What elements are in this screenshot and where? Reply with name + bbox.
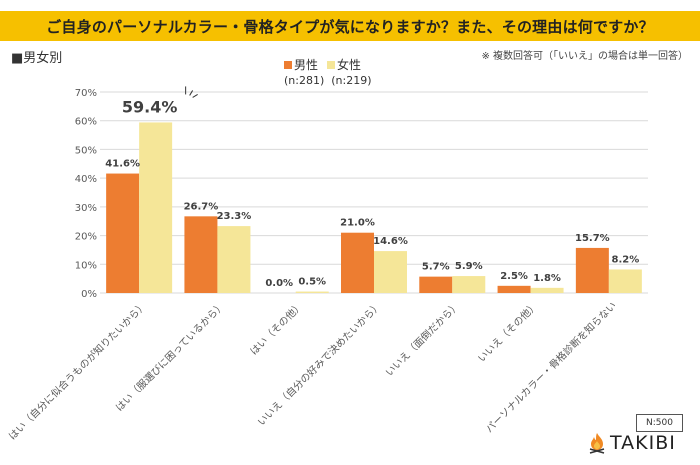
y-tick-label: 40%	[75, 174, 97, 185]
data-label: 41.6%	[105, 159, 140, 170]
x-category-label: いいえ（面倒だから）	[383, 300, 462, 379]
y-tick-label: 10%	[75, 260, 97, 271]
legend: 男性 女性 (n:281) (n:219)	[284, 56, 372, 87]
x-category-label: はい（自分に似合うものが知りたいから）	[6, 299, 150, 443]
bar-male	[184, 216, 218, 293]
data-label: 1.8%	[533, 273, 561, 284]
emphasis-mark	[192, 94, 198, 98]
bar-male	[575, 247, 609, 293]
legend-swatch-female	[327, 60, 336, 69]
y-tick-label: 70%	[75, 88, 97, 99]
y-tick-label: 20%	[75, 232, 97, 243]
legend-n-female: (n:219)	[331, 74, 372, 87]
x-category-label: いいえ（自分の好みで決めたいから）	[255, 299, 384, 428]
bar-female	[530, 287, 564, 293]
legend-label-female: 女性	[337, 58, 362, 72]
data-label: 5.7%	[422, 262, 450, 273]
bar-female	[139, 122, 173, 294]
chart-title: ご自身のパーソナルカラー・骨格タイプが気になりますか？また、その理由は何ですか？	[46, 17, 654, 36]
takibi-logo: TAKIBI	[587, 432, 676, 454]
bar-female	[452, 276, 486, 293]
legend-label-male: 男性	[294, 58, 319, 72]
bar-male	[497, 285, 531, 293]
x-category-label: いいえ（その他）	[475, 299, 541, 365]
y-tick-label: 50%	[75, 145, 97, 156]
logo-text: TAKIBI	[610, 432, 676, 454]
data-label: 15.7%	[575, 233, 610, 244]
bar-female	[295, 291, 329, 293]
legend-n-male: (n:281)	[284, 74, 325, 87]
bar-male	[341, 232, 374, 293]
bar-female	[374, 251, 407, 293]
y-tick-label: 0%	[81, 289, 97, 300]
title-banner: ご自身のパーソナルカラー・骨格タイプが気になりますか？また、その理由は何ですか？	[0, 11, 700, 41]
data-label: 14.6%	[373, 236, 408, 247]
y-tick-label: 60%	[75, 117, 97, 128]
data-label: 26.7%	[184, 201, 219, 212]
data-label: 2.5%	[500, 271, 528, 282]
legend-swatch-male	[284, 60, 292, 69]
data-label: 59.4%	[122, 97, 178, 116]
section-label: ■男女別	[11, 51, 63, 66]
campfire-icon	[589, 433, 605, 454]
x-category-label: パーソナルカラー・骨格診断を知らない	[483, 299, 619, 435]
bar-female	[608, 269, 642, 293]
legend-item-female: 女性	[327, 56, 361, 73]
sample-size-box: N:500	[636, 414, 683, 432]
data-label: 21.0%	[340, 218, 375, 229]
data-label: 5.9%	[455, 261, 483, 272]
bar-male	[419, 276, 453, 293]
y-tick-label: 30%	[75, 203, 97, 214]
data-label: 8.2%	[611, 254, 639, 265]
bar-male	[106, 173, 140, 293]
data-label: 0.5%	[298, 277, 326, 288]
legend-item-male: 男性	[284, 56, 318, 73]
data-label: 23.3%	[217, 211, 252, 222]
bar-female	[217, 226, 251, 293]
multiple-answer-note: ※ 複数回答可（「いいえ」の場合は単一回答）	[481, 51, 688, 62]
emphasis-mark	[189, 90, 194, 96]
x-category-label: はい（その他）	[247, 299, 306, 358]
data-label: 0.0%	[265, 278, 293, 289]
